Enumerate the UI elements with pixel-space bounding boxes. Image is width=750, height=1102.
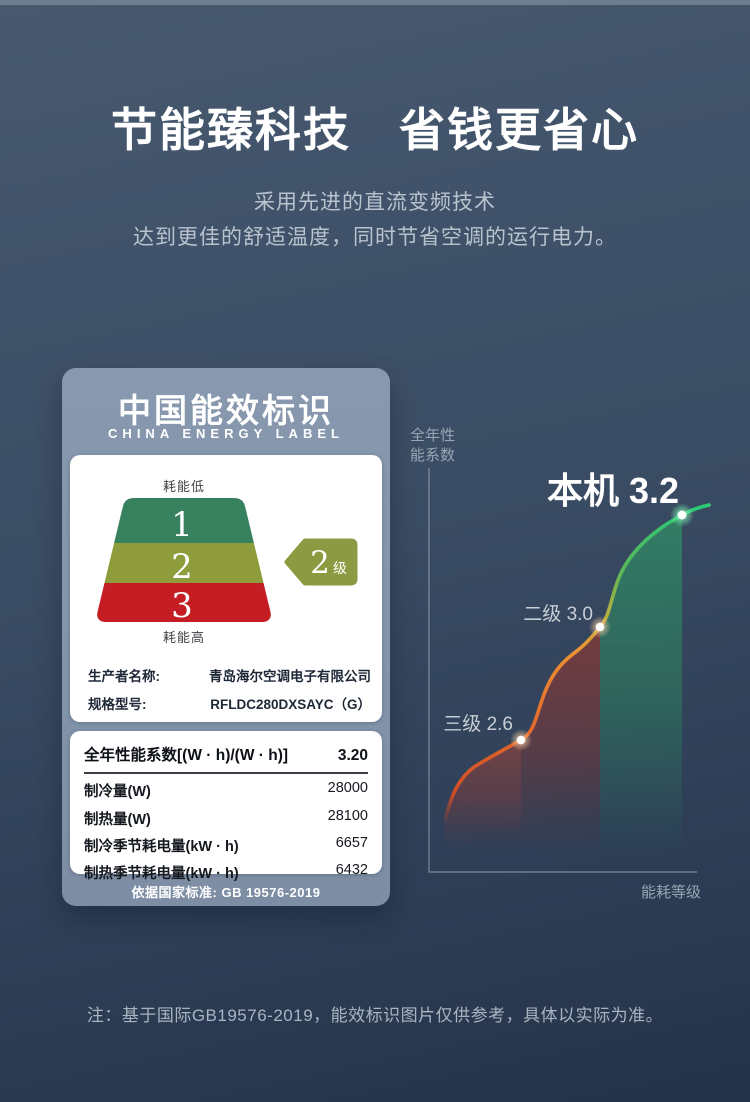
tier-3-band bbox=[97, 583, 271, 622]
table-divider bbox=[84, 772, 368, 774]
table-header-label: 全年性能系数[(W · h)/(W · h)] bbox=[84, 747, 289, 764]
grade-badge-number: 2 bbox=[310, 545, 330, 581]
efficiency-grade-panel: 耗能低 1 2 3 2 级 bbox=[70, 455, 382, 722]
top-strip bbox=[0, 0, 750, 5]
performance-table: 全年性能系数[(W · h)/(W · h)] 3.20 制冷量(W) 2800… bbox=[70, 731, 382, 882]
model-value: RFLDC280DXSAYC（G） bbox=[210, 697, 371, 712]
data-point-level2 bbox=[589, 616, 611, 638]
chart-axes bbox=[428, 468, 697, 873]
producer-value: 青岛海尔空调电子有限公司 bbox=[209, 669, 371, 684]
row-label: 制热季节耗电量(kW · h) bbox=[84, 866, 239, 883]
grade-badge-suffix: 级 bbox=[333, 560, 347, 576]
china-energy-label-card: 中国能效标识 CHINA ENERGY LABEL 耗能低 1 2 3 bbox=[62, 368, 390, 906]
model-label: 规格型号: bbox=[88, 697, 147, 712]
table-header-value: 3.20 bbox=[337, 747, 368, 764]
grade-badge-shape bbox=[284, 538, 358, 586]
row-value: 6657 bbox=[335, 834, 368, 851]
row-value: 6432 bbox=[335, 862, 368, 879]
x-axis-label: 能耗等级 bbox=[641, 883, 701, 901]
grade-2-badge: 2 级 bbox=[284, 538, 358, 586]
tier-3-number: 3 bbox=[171, 586, 193, 622]
producer-label: 生产者名称: bbox=[88, 669, 160, 684]
energy-label-title-en: CHINA ENERGY LABEL bbox=[108, 426, 344, 441]
table-row: 制热季节耗电量(kW · h) 6432 bbox=[84, 859, 368, 886]
y-axis-label-line1: 全年性 bbox=[410, 426, 455, 444]
table-header-row: 全年性能系数[(W · h)/(W · h)] 3.20 bbox=[84, 743, 368, 765]
point-label-this-unit: 本机 3.2 bbox=[547, 470, 679, 511]
data-point-level3 bbox=[510, 729, 532, 751]
table-row: 制热量(W) 28100 bbox=[84, 804, 368, 831]
tier-2-band bbox=[97, 543, 271, 583]
efficiency-pyramid: 1 2 3 bbox=[97, 498, 271, 622]
footnote: 注：基于国际GB19576-2019，能效标识图片仅供参考，具体以实际为准。 bbox=[86, 1006, 664, 1025]
subtitle-line-2: 达到更佳的舒适温度，同时节省空调的运行电力。 bbox=[133, 226, 617, 249]
area-fill-level3 bbox=[445, 740, 521, 848]
producer-row: 生产者名称: 青岛海尔空调电子有限公司 bbox=[88, 665, 371, 685]
row-label: 制热量(W) bbox=[84, 811, 151, 828]
area-fill-level2 bbox=[521, 627, 600, 852]
area-fill-this-unit bbox=[600, 515, 682, 855]
model-row: 规格型号: RFLDC280DXSAYC（G） bbox=[88, 693, 371, 713]
energy-label-title-cn: 中国能效标识 bbox=[118, 392, 334, 429]
tier-1-number: 1 bbox=[171, 505, 193, 545]
page-title: 节能臻科技 省钱更省心 bbox=[111, 104, 639, 156]
row-value: 28100 bbox=[327, 807, 368, 824]
national-standard-note: 依据国家标准: GB 19576-2019 bbox=[131, 885, 321, 900]
table-row: 制冷季节耗电量(kW · h) 6657 bbox=[84, 832, 368, 859]
y-axis-label-line2: 能系数 bbox=[410, 447, 455, 464]
row-value: 28000 bbox=[327, 780, 368, 797]
table-row: 制冷量(W) 28000 bbox=[84, 777, 368, 804]
subtitle-line-1: 采用先进的直流变频技术 bbox=[254, 191, 496, 214]
tier-2-number: 2 bbox=[171, 547, 193, 587]
low-consumption-label: 耗能低 bbox=[162, 479, 205, 494]
row-label: 制冷量(W) bbox=[84, 784, 151, 801]
row-label: 制冷季节耗电量(kW · h) bbox=[84, 838, 239, 855]
point-label-level3: 三级 2.6 bbox=[443, 713, 513, 735]
point-label-level2: 二级 3.0 bbox=[523, 603, 593, 625]
tier-1-band bbox=[97, 498, 271, 543]
efficiency-chart: 全年性 能系数 能耗等级 三级 2.6 二级 3.0 本机 3.2 bbox=[410, 426, 711, 901]
high-consumption-label: 耗能高 bbox=[162, 630, 205, 645]
data-point-this-unit bbox=[670, 503, 694, 527]
